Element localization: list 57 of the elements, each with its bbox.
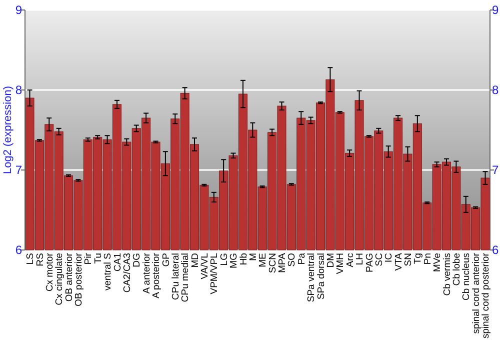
x-tick-label: Tu (92, 253, 104, 264)
x-tick-label: Arc (344, 252, 356, 268)
y-axis-title: Log2 (expression) (2, 86, 14, 174)
x-tick-label: SC (374, 252, 385, 266)
y2-tick-label: 7 (492, 163, 499, 178)
x-tick-label: SPa dorsal (316, 253, 327, 300)
x-tick-label: A anterior (141, 253, 152, 294)
x-tick-label: Pir (83, 253, 94, 265)
x-tick-label: VTA (393, 252, 404, 271)
x-tick-label: spinal cord posterior (480, 253, 492, 339)
x-tick-label: Hb (238, 253, 250, 266)
x-tick-label: Pn (422, 253, 434, 265)
x-tick-label: OB posterior (74, 253, 85, 306)
x-tick-label: DG (132, 253, 143, 268)
x-tick-label: spinal cord anterior (470, 253, 482, 334)
y-tick-label: 9 (15, 3, 22, 18)
y2-tick-label: 6 (492, 243, 499, 258)
y2-tick-label: 9 (492, 3, 499, 18)
x-tick-label: CPu medial (180, 253, 192, 302)
y-tick-label: 6 (15, 243, 22, 258)
x-tick-label: IC (384, 252, 395, 262)
x-tick-label: M (248, 252, 259, 261)
x-tick-label: DM (326, 252, 337, 268)
x-tick-label: LH (354, 252, 366, 266)
x-tick-label: CPu lateral (170, 253, 182, 300)
x-tick-label: MG (228, 253, 240, 268)
x-tick-label: RS (34, 253, 46, 266)
y-tick-label: 7 (15, 163, 22, 178)
x-tick-label: PAG (364, 253, 376, 272)
x-tick-label: OB anterior (64, 253, 75, 302)
x-tick-label: SPa ventral (306, 253, 318, 302)
x-tick-label: LG (218, 253, 230, 266)
x-tick-label: VPM/VPL (209, 253, 220, 294)
x-tick-label: ventral S (102, 253, 114, 290)
x-tick-label: CA2/CA3 (122, 253, 133, 293)
x-tick-label: Pa (296, 252, 308, 265)
x-tick-label: Cx cingulate (54, 253, 66, 306)
x-tick-label: SCN (267, 252, 278, 274)
x-tick-label: MVe (432, 253, 444, 272)
x-tick-label: MPA (277, 252, 288, 273)
x-tick-label: SO (286, 253, 298, 267)
x-tick-label: Cb lobe (452, 253, 462, 286)
x-tick-label: CA1 (112, 253, 124, 272)
y2-tick-label: 8 (492, 83, 499, 98)
x-tick-label: LS (25, 253, 36, 265)
x-tick-label: Cx motor (44, 253, 56, 292)
x-tick-label: Cb vermis (442, 252, 453, 296)
x-tick-label: Cb nucleus (461, 252, 472, 301)
x-tick-label: VMH (335, 252, 346, 274)
x-tick-label: Tg (412, 253, 424, 264)
x-tick-label: A posterior (151, 253, 162, 298)
x-tick-label: ME (258, 253, 269, 268)
x-tick-label: GP (160, 253, 172, 267)
x-tick-label: VA/VL (200, 253, 211, 280)
x-tick-label: MD (190, 252, 201, 268)
y-tick-label: 8 (15, 83, 22, 98)
x-tick-label: SN (403, 252, 414, 266)
